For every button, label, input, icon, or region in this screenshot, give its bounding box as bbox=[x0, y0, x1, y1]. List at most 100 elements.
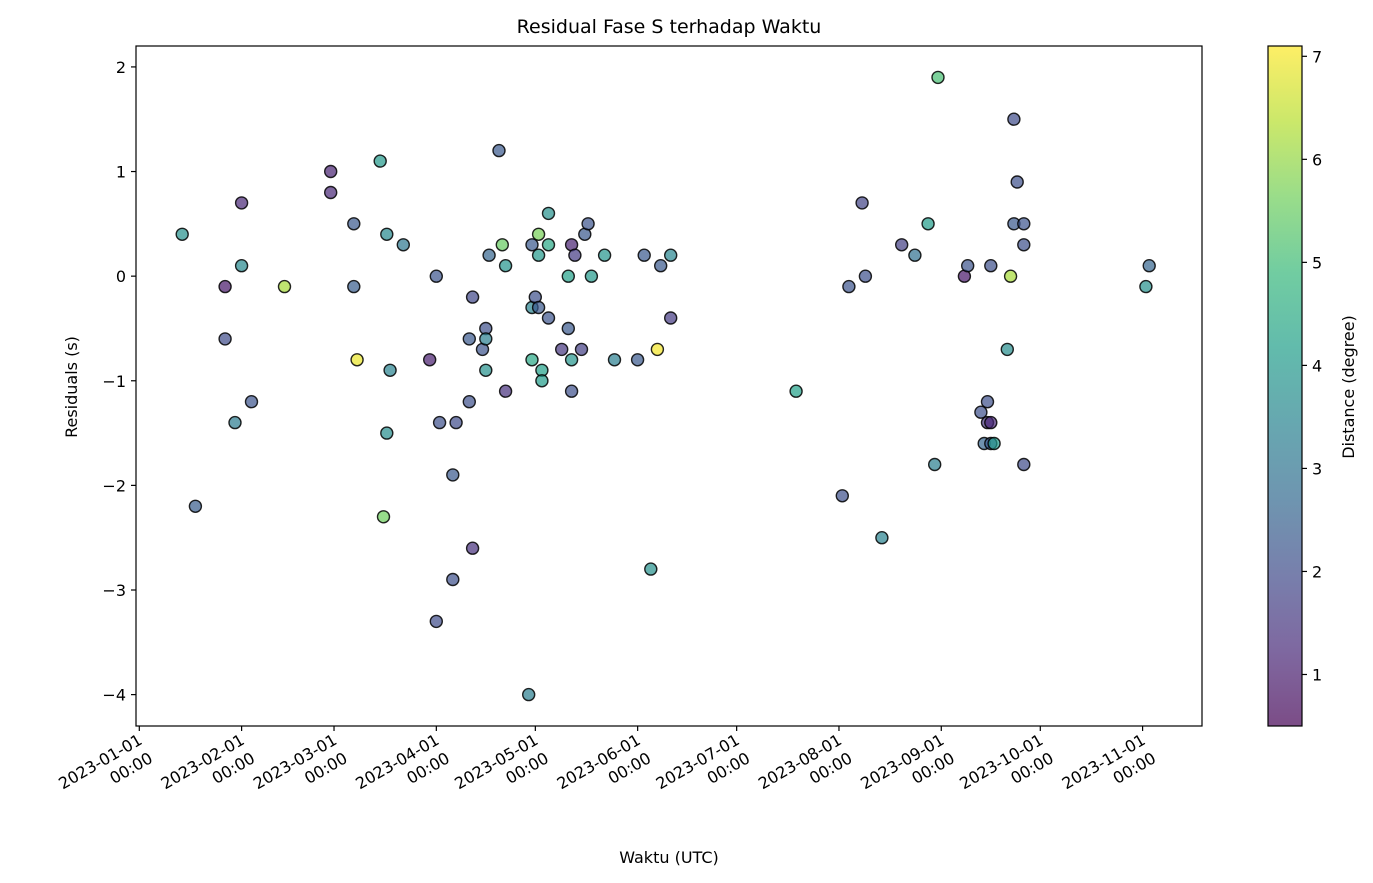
data-point bbox=[531, 227, 546, 242]
data-point bbox=[835, 489, 849, 503]
data-point bbox=[961, 259, 975, 273]
colorbar: 7 6 5 4 3 2 1 bbox=[1267, 45, 1322, 727]
data-point bbox=[373, 154, 387, 168]
data-point bbox=[465, 290, 480, 304]
y-axis-label: Residuals (s) bbox=[62, 336, 81, 438]
data-point bbox=[564, 353, 579, 367]
data-point bbox=[541, 206, 556, 221]
data-point bbox=[429, 614, 443, 629]
data-point bbox=[396, 238, 410, 252]
data-point bbox=[984, 415, 998, 430]
data-point bbox=[931, 70, 945, 85]
data-point bbox=[376, 510, 391, 524]
chart-title: Residual Fase S terhadap Waktu bbox=[517, 16, 822, 38]
data-point bbox=[383, 363, 397, 377]
y-tick-label: −2 bbox=[102, 476, 126, 495]
data-point bbox=[324, 164, 338, 179]
data-point bbox=[650, 342, 665, 357]
data-point bbox=[465, 541, 480, 555]
plot-area bbox=[175, 70, 1156, 702]
y-axis: 2 1 0 −1 −2 −3 −4 bbox=[102, 58, 136, 705]
data-point bbox=[228, 415, 242, 430]
data-point bbox=[584, 269, 599, 283]
data-point bbox=[607, 353, 622, 367]
colorbar-frame bbox=[1267, 45, 1303, 727]
data-point bbox=[568, 248, 582, 262]
data-point bbox=[630, 353, 645, 367]
data-point bbox=[449, 415, 463, 430]
x-axis-label: Waktu (UTC) bbox=[619, 848, 719, 867]
data-point bbox=[446, 572, 460, 587]
data-point bbox=[1142, 259, 1156, 273]
colorbar-label: Distance (degree) bbox=[1339, 315, 1358, 459]
data-point bbox=[188, 499, 203, 513]
y-tick-label: −1 bbox=[102, 372, 126, 391]
data-point bbox=[347, 217, 361, 231]
data-point bbox=[432, 415, 447, 430]
data-point bbox=[1017, 457, 1031, 472]
data-point bbox=[980, 395, 995, 409]
data-point bbox=[1010, 175, 1024, 189]
colorbar-tick-label: 2 bbox=[1312, 562, 1322, 581]
data-point bbox=[429, 269, 443, 283]
data-point bbox=[875, 531, 889, 545]
data-point bbox=[1139, 279, 1153, 294]
data-point bbox=[921, 217, 935, 231]
data-point bbox=[462, 332, 476, 346]
data-point bbox=[855, 196, 869, 210]
data-point bbox=[380, 227, 394, 242]
data-point bbox=[928, 457, 942, 472]
colorbar-tick-label: 3 bbox=[1312, 459, 1322, 478]
data-point bbox=[479, 332, 493, 346]
colorbar-gradient bbox=[1268, 46, 1302, 726]
data-point bbox=[522, 687, 536, 702]
data-point bbox=[987, 436, 1001, 451]
data-point bbox=[654, 259, 668, 273]
data-point bbox=[234, 259, 249, 273]
colorbar-tick-label: 4 bbox=[1312, 356, 1322, 375]
y-tick-label: −4 bbox=[102, 686, 126, 705]
data-point bbox=[495, 238, 509, 252]
y-tick-label: 0 bbox=[116, 267, 126, 286]
data-point bbox=[597, 248, 612, 262]
colorbar-tick-label: 7 bbox=[1312, 47, 1322, 66]
data-point bbox=[664, 311, 678, 325]
data-point bbox=[895, 238, 909, 252]
data-point bbox=[908, 248, 922, 262]
data-point bbox=[380, 426, 394, 440]
data-point bbox=[525, 353, 539, 367]
data-point bbox=[492, 143, 506, 158]
colorbar-tick-label: 6 bbox=[1312, 150, 1322, 169]
data-point bbox=[789, 384, 803, 398]
data-point bbox=[525, 238, 539, 252]
data-point bbox=[244, 395, 259, 409]
data-point bbox=[1017, 238, 1031, 252]
plot-frame bbox=[135, 45, 1203, 727]
data-point bbox=[498, 384, 513, 398]
data-point bbox=[1003, 269, 1018, 283]
data-point bbox=[446, 468, 460, 482]
data-point bbox=[277, 279, 292, 294]
data-point bbox=[479, 363, 493, 377]
data-point bbox=[531, 300, 546, 315]
data-point bbox=[1017, 217, 1031, 231]
data-point bbox=[218, 332, 232, 346]
colorbar-tick-label: 5 bbox=[1312, 253, 1322, 272]
data-point bbox=[541, 238, 556, 252]
data-point bbox=[842, 279, 856, 294]
y-tick-label: −3 bbox=[102, 581, 126, 600]
data-point bbox=[664, 248, 678, 262]
data-point bbox=[423, 353, 437, 367]
data-point bbox=[234, 196, 249, 210]
data-point bbox=[541, 311, 556, 325]
